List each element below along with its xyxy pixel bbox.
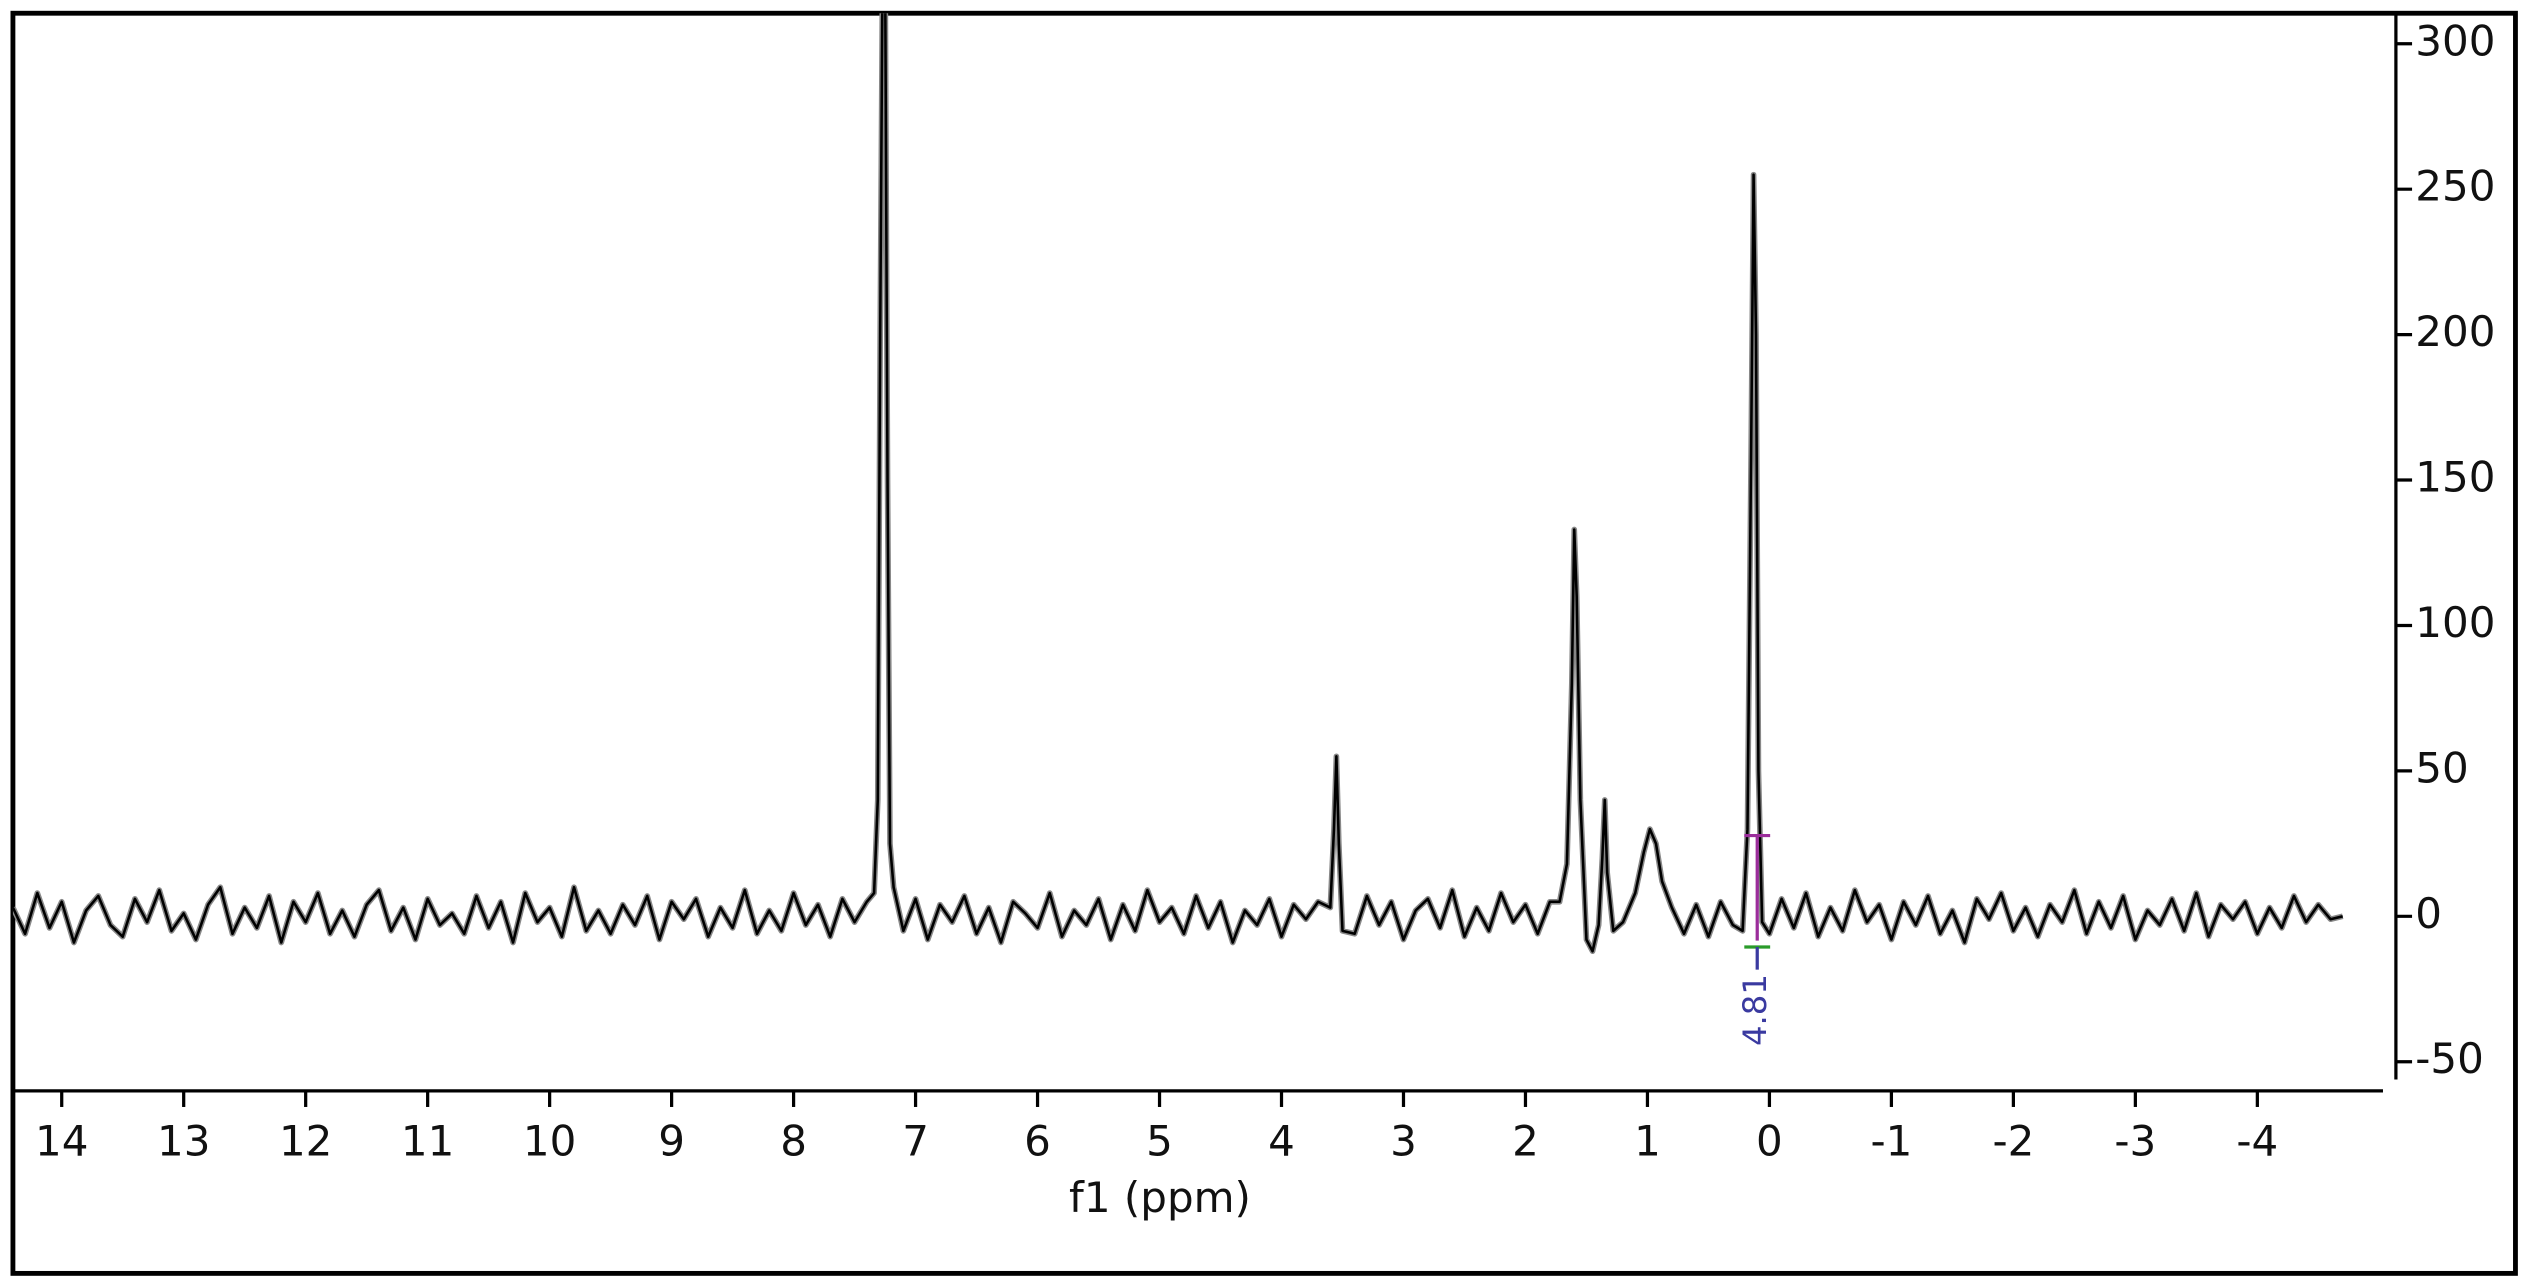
frame (10, 10, 2518, 1276)
x-tick-label: 0 (1756, 1117, 1783, 1166)
spectrum-shadow (12, 13, 2344, 955)
x-tick-label: -3 (2114, 1117, 2156, 1166)
x-tick-label: 7 (902, 1117, 929, 1166)
x-tick-label: 9 (658, 1117, 685, 1166)
integral-label: 4.81 (1736, 974, 1774, 1046)
x-tick-label: 12 (279, 1117, 332, 1166)
y-tick-label: 200 (2415, 307, 2495, 356)
y-tick-label: 300 (2415, 16, 2495, 65)
y-tick-label: -50 (2415, 1034, 2484, 1083)
y-tick-label: 100 (2415, 598, 2495, 647)
y-tick-label: 0 (2415, 889, 2442, 938)
x-tick-label: 14 (35, 1117, 88, 1166)
spectrum-line (12, 13, 2344, 953)
x-tick-label: -1 (1870, 1117, 1912, 1166)
y-tick-label: 50 (2415, 743, 2468, 792)
x-tick-label: 2 (1512, 1117, 1539, 1166)
x-tick-label: 6 (1024, 1117, 1051, 1166)
x-tick-label: 10 (523, 1117, 576, 1166)
x-tick-label: 8 (780, 1117, 807, 1166)
y-tick-label: 250 (2415, 162, 2495, 211)
x-tick-label: -4 (2236, 1117, 2278, 1166)
x-tick-label: 11 (401, 1117, 454, 1166)
x-tick-label: -2 (1992, 1117, 2034, 1166)
x-tick-label: 5 (1146, 1117, 1173, 1166)
y-tick-label: 150 (2415, 453, 2495, 502)
x-tick-label: 4 (1268, 1117, 1295, 1166)
x-axis-label: f1 (ppm) (1069, 1173, 1251, 1222)
x-tick-label: 13 (157, 1117, 210, 1166)
x-tick-label: 3 (1390, 1117, 1417, 1166)
plot-area (12, 13, 2344, 955)
x-tick-label: 1 (1634, 1117, 1661, 1166)
